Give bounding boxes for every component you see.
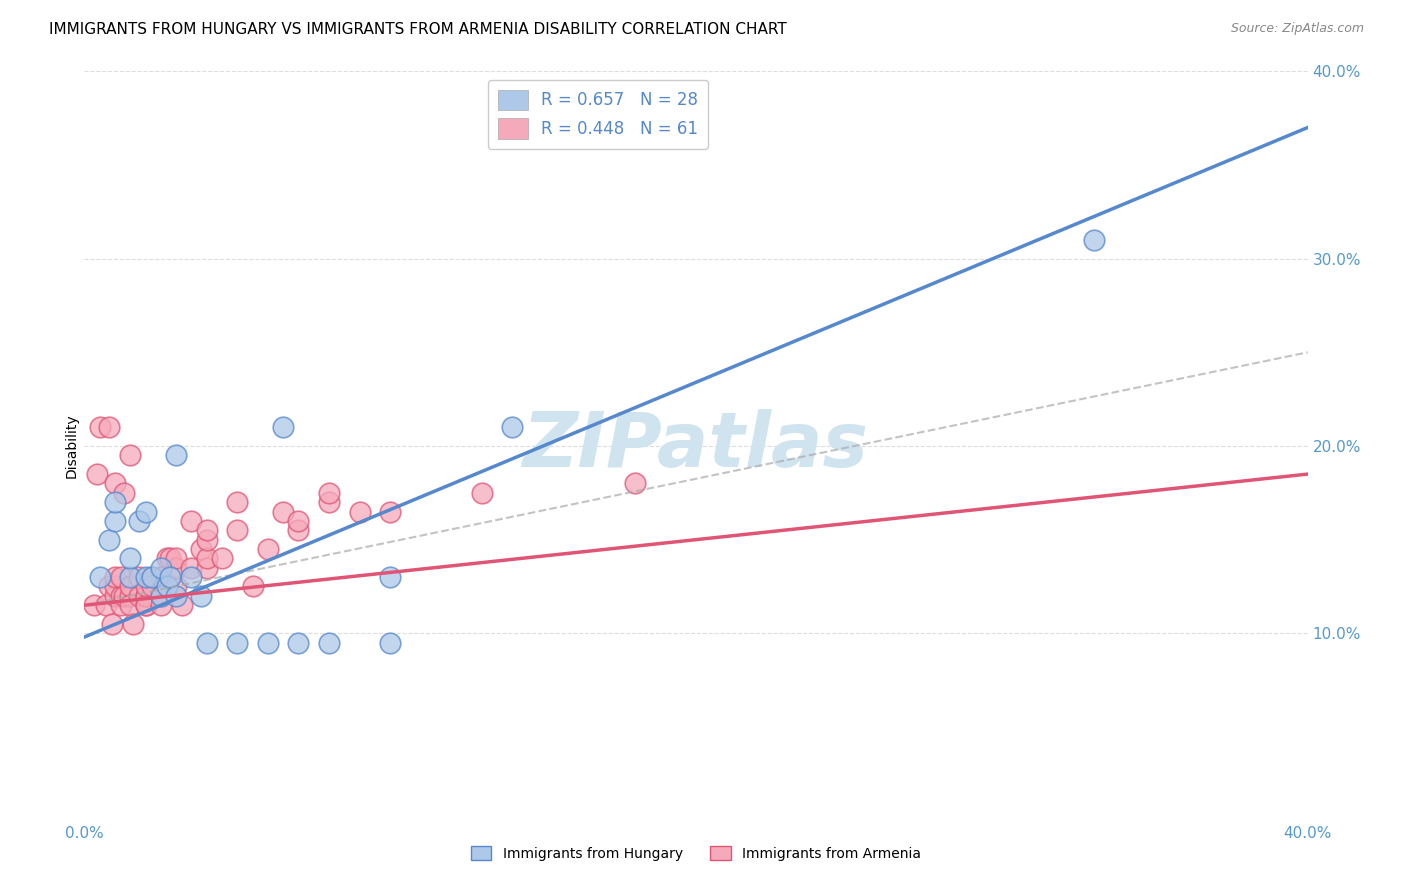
Point — [380, 505, 402, 519]
Legend: Immigrants from Hungary, Immigrants from Armenia: Immigrants from Hungary, Immigrants from… — [465, 840, 927, 866]
Point — [120, 570, 142, 584]
Point — [257, 542, 280, 557]
Point — [271, 505, 294, 519]
Point — [135, 589, 157, 603]
Point — [318, 486, 340, 500]
Point — [195, 524, 218, 538]
Point — [94, 599, 117, 613]
Point — [120, 449, 142, 463]
Point — [318, 635, 340, 649]
Point — [101, 617, 124, 632]
Point — [149, 589, 172, 603]
Point — [97, 580, 120, 594]
Point — [149, 599, 172, 613]
Text: IMMIGRANTS FROM HUNGARY VS IMMIGRANTS FROM ARMENIA DISABILITY CORRELATION CHART: IMMIGRANTS FROM HUNGARY VS IMMIGRANTS FR… — [49, 22, 787, 37]
Point — [226, 495, 249, 509]
Text: ZIPatlas: ZIPatlas — [523, 409, 869, 483]
Point — [83, 599, 105, 613]
Point — [97, 533, 120, 547]
Point — [104, 570, 127, 584]
Point — [165, 551, 187, 566]
Point — [165, 449, 187, 463]
Point — [471, 486, 494, 500]
Point — [149, 570, 172, 584]
Point — [180, 561, 202, 575]
Point — [349, 505, 371, 519]
Point — [190, 589, 212, 603]
Point — [159, 570, 181, 584]
Point — [624, 476, 647, 491]
Point — [110, 599, 132, 613]
Point — [287, 524, 309, 538]
Point — [104, 589, 127, 603]
Point — [141, 570, 163, 584]
Point — [180, 514, 202, 528]
Point — [211, 551, 233, 566]
Point — [257, 635, 280, 649]
Point — [159, 551, 181, 566]
Point — [180, 570, 202, 584]
Point — [128, 589, 150, 603]
Point — [141, 570, 163, 584]
Point — [104, 514, 127, 528]
Point — [172, 599, 194, 613]
Point — [287, 514, 309, 528]
Point — [97, 420, 120, 434]
Point — [135, 580, 157, 594]
Point — [165, 589, 187, 603]
Point — [156, 580, 179, 594]
Point — [135, 570, 157, 584]
Y-axis label: Disability: Disability — [65, 414, 79, 478]
Point — [128, 514, 150, 528]
Point — [104, 580, 127, 594]
Point — [195, 533, 218, 547]
Point — [165, 561, 187, 575]
Point — [226, 524, 249, 538]
Point — [112, 589, 135, 603]
Text: Source: ZipAtlas.com: Source: ZipAtlas.com — [1230, 22, 1364, 36]
Point — [86, 467, 108, 482]
Point — [135, 599, 157, 613]
Point — [89, 420, 111, 434]
Point — [110, 570, 132, 584]
Point — [122, 617, 145, 632]
Point — [149, 570, 172, 584]
Point — [380, 635, 402, 649]
Point — [190, 542, 212, 557]
Point — [104, 495, 127, 509]
Point — [104, 476, 127, 491]
Point — [226, 635, 249, 649]
Point — [120, 551, 142, 566]
Point — [195, 551, 218, 566]
Point — [149, 561, 172, 575]
Point — [380, 570, 402, 584]
Point — [112, 486, 135, 500]
Point — [156, 551, 179, 566]
Point — [271, 420, 294, 434]
Point — [110, 589, 132, 603]
Point — [135, 505, 157, 519]
Point — [318, 495, 340, 509]
Point — [141, 580, 163, 594]
Point — [135, 599, 157, 613]
Point — [120, 589, 142, 603]
Point — [242, 580, 264, 594]
Point — [195, 635, 218, 649]
Point — [135, 589, 157, 603]
Point — [128, 570, 150, 584]
Point — [195, 561, 218, 575]
Point — [149, 589, 172, 603]
Point — [502, 420, 524, 434]
Point — [120, 580, 142, 594]
Point — [89, 570, 111, 584]
Point — [287, 635, 309, 649]
Point — [165, 580, 187, 594]
Point — [120, 599, 142, 613]
Point — [1083, 233, 1105, 247]
